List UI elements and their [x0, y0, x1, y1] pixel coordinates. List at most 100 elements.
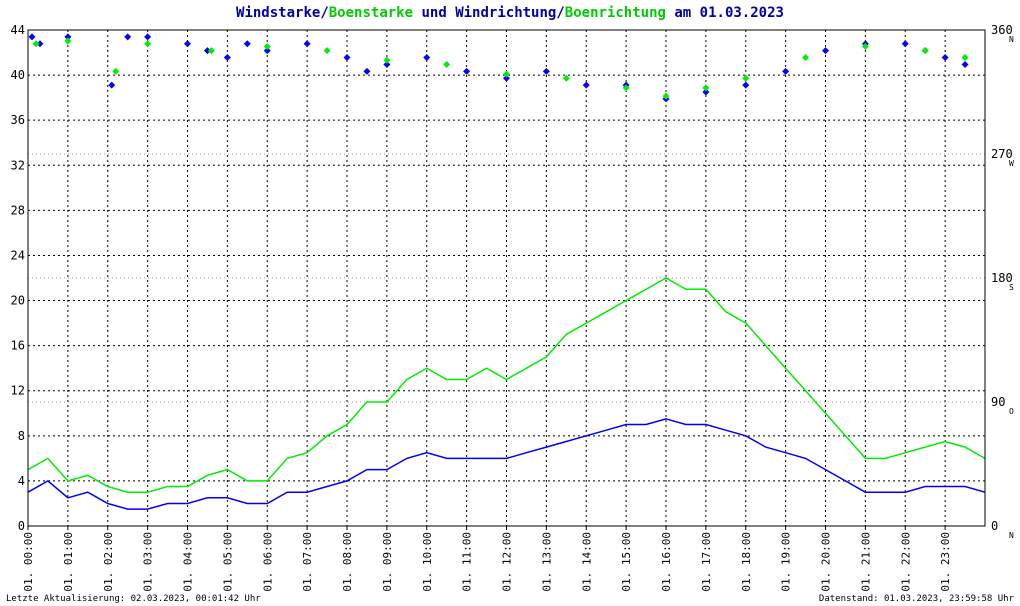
- footer-data-status: Datenstand: 01.03.2023, 23:59:58 Uhr: [819, 594, 1015, 604]
- series-point-windrichtung: [243, 40, 251, 48]
- xtick-label: 01. 01:00: [62, 532, 75, 592]
- ytick-left-label: 0: [18, 519, 25, 533]
- series-point-windrichtung: [702, 88, 710, 96]
- series-line-boenstarke: [27, 277, 986, 493]
- series-point-windrichtung: [108, 81, 116, 89]
- ytick-left-label: 32: [11, 158, 25, 172]
- ytick-left-label: 8: [18, 429, 25, 443]
- footer-last-update: Letzte Aktualisierung: 02.03.2023, 00:01…: [6, 594, 261, 604]
- series-point-boenrichtung: [562, 74, 570, 82]
- ytick-left-label: 36: [11, 113, 25, 127]
- series-point-windrichtung: [303, 40, 311, 48]
- xtick-label: 01. 10:00: [421, 532, 434, 592]
- ytick-left-label: 12: [11, 384, 25, 398]
- axes: 0481216202428323640440N90O180S270W360N01…: [11, 23, 1014, 592]
- ytick-left-label: 4: [18, 474, 25, 488]
- series-point-boenrichtung: [622, 84, 630, 92]
- ytick-right-direction: W: [1009, 159, 1014, 168]
- series-point-boenrichtung: [662, 92, 670, 100]
- xtick-label: 01. 19:00: [780, 532, 793, 592]
- series-line-windstarke: [27, 418, 986, 510]
- series-point-windrichtung: [124, 33, 132, 41]
- xtick-label: 01. 00:00: [22, 532, 35, 592]
- title-boenstarke: Boenstarke: [329, 5, 413, 21]
- series-point-boenrichtung: [323, 47, 331, 55]
- chart-title: Windstarke/Boenstarke und Windrichtung/B…: [236, 5, 784, 21]
- title-boenrichtung: Boenrichtung: [565, 5, 666, 21]
- ytick-right-label: 0: [991, 519, 998, 533]
- xtick-label: 01. 09:00: [381, 532, 394, 592]
- xtick-label: 01. 02:00: [102, 532, 115, 592]
- xtick-label: 01. 14:00: [580, 532, 593, 592]
- series-point-boenrichtung: [383, 56, 391, 64]
- series-point-boenrichtung: [861, 43, 869, 51]
- series-point-boenrichtung: [702, 84, 710, 92]
- title-und: und: [413, 5, 455, 21]
- series-point-windrichtung: [203, 47, 211, 55]
- ytick-right-label: 360: [991, 23, 1013, 37]
- series-point-windrichtung: [423, 54, 431, 62]
- ytick-right-label: 180: [991, 271, 1013, 285]
- series-point-windrichtung: [144, 33, 152, 41]
- series-point-windrichtung: [463, 67, 471, 75]
- xtick-label: 01. 03:00: [142, 532, 155, 592]
- xtick-label: 01. 11:00: [461, 532, 474, 592]
- series-point-windrichtung: [582, 81, 590, 89]
- series-point-boenrichtung: [961, 54, 969, 62]
- series-point-windrichtung: [343, 54, 351, 62]
- title-windrichtung: Windrichtung: [455, 5, 556, 21]
- xtick-label: 01. 22:00: [899, 532, 912, 592]
- ytick-right-label: 270: [991, 147, 1013, 161]
- ytick-right-direction: N: [1009, 35, 1014, 44]
- title-windstarke: Windstarke: [236, 5, 320, 21]
- xtick-label: 01. 04:00: [182, 532, 195, 592]
- series-point-boenrichtung: [32, 40, 40, 48]
- series-point-windrichtung: [542, 67, 550, 75]
- series-point-boenrichtung: [443, 60, 451, 68]
- ytick-right-label: 90: [991, 395, 1005, 409]
- xtick-label: 01. 20:00: [820, 532, 833, 592]
- ytick-left-label: 16: [11, 339, 25, 353]
- series-point-boenrichtung: [144, 40, 152, 48]
- ytick-left-label: 28: [11, 203, 25, 217]
- series-point-boenrichtung: [112, 67, 120, 75]
- title-sep1: /: [320, 5, 328, 21]
- series-point-boenrichtung: [921, 47, 929, 55]
- xtick-label: 01. 06:00: [261, 532, 274, 592]
- ytick-right-direction: S: [1009, 283, 1014, 292]
- series-layer: [27, 33, 986, 510]
- series-point-boenrichtung: [742, 74, 750, 82]
- series-point-windrichtung: [961, 60, 969, 68]
- series-point-windrichtung: [822, 47, 829, 55]
- series-point-boenrichtung: [64, 37, 72, 45]
- series-point-boenrichtung: [503, 70, 510, 78]
- series-point-windrichtung: [36, 40, 44, 48]
- series-point-windrichtung: [263, 47, 271, 55]
- series-point-windrichtung: [184, 40, 191, 48]
- series-point-boenrichtung: [802, 54, 810, 62]
- xtick-label: 01. 15:00: [620, 532, 633, 592]
- xtick-label: 01. 16:00: [660, 532, 673, 592]
- series-point-windrichtung: [223, 54, 231, 62]
- xtick-label: 01. 23:00: [939, 532, 952, 592]
- xtick-label: 01. 08:00: [341, 532, 354, 592]
- title-sep2: /: [556, 5, 564, 21]
- series-point-windrichtung: [901, 40, 909, 48]
- title-date: am 01.03.2023: [666, 5, 784, 21]
- series-point-windrichtung: [363, 67, 371, 75]
- xtick-label: 01. 18:00: [740, 532, 753, 592]
- xtick-label: 01. 17:00: [700, 532, 713, 592]
- xtick-label: 01. 21:00: [859, 532, 872, 592]
- series-point-boenrichtung: [207, 47, 215, 55]
- ytick-right-direction: N: [1009, 531, 1014, 540]
- series-point-boenrichtung: [263, 43, 271, 51]
- ytick-left-label: 44: [11, 23, 25, 37]
- series-point-windrichtung: [28, 33, 36, 41]
- ytick-left-label: 20: [11, 294, 25, 308]
- xtick-label: 01. 07:00: [301, 532, 314, 592]
- series-point-windrichtung: [742, 81, 750, 89]
- ytick-left-label: 24: [11, 248, 25, 262]
- series-point-windrichtung: [503, 74, 510, 82]
